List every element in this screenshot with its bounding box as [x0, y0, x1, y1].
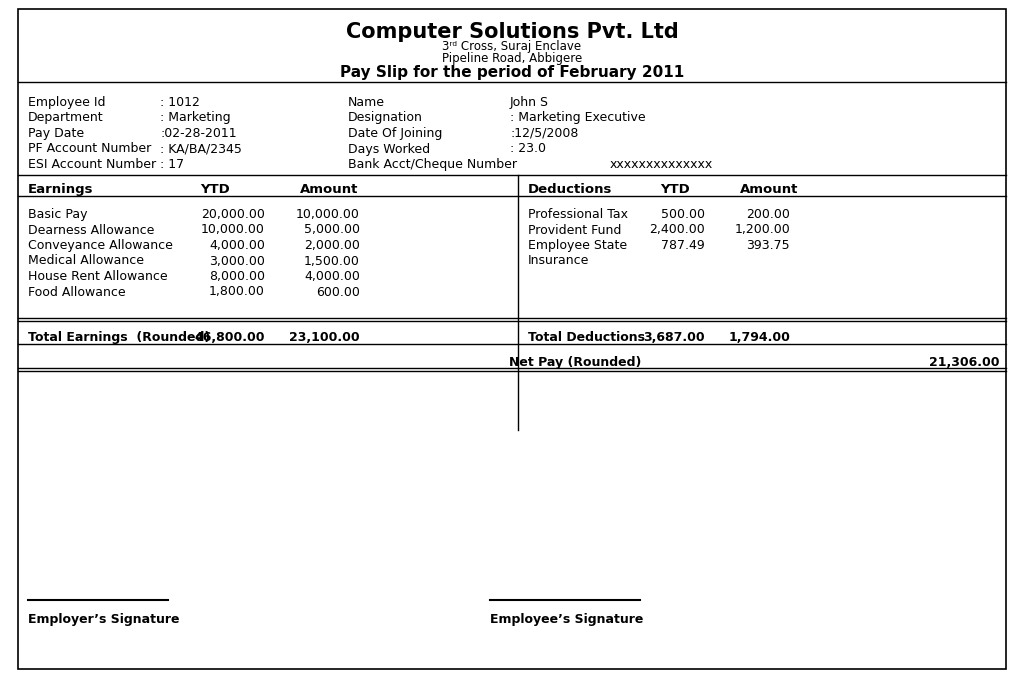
Text: YTD: YTD [200, 183, 229, 196]
Text: 2,400.00: 2,400.00 [649, 224, 705, 237]
Text: 1,800.00: 1,800.00 [209, 286, 265, 299]
Text: : Marketing Executive: : Marketing Executive [510, 111, 645, 125]
Text: Professional Tax: Professional Tax [528, 208, 628, 221]
Text: Employee Id: Employee Id [28, 96, 105, 109]
Text: : 1012: : 1012 [160, 96, 200, 109]
Text: Deductions: Deductions [528, 183, 612, 196]
Text: Medical Allowance: Medical Allowance [28, 255, 144, 268]
Text: Amount: Amount [740, 183, 799, 196]
Text: 1,200.00: 1,200.00 [734, 224, 790, 237]
Text: 46,800.00: 46,800.00 [195, 331, 265, 344]
Text: 5,000.00: 5,000.00 [304, 224, 360, 237]
Text: 10,000.00: 10,000.00 [201, 224, 265, 237]
Text: Department: Department [28, 111, 103, 125]
Text: Net Pay (Rounded): Net Pay (Rounded) [509, 356, 641, 369]
Text: 8,000.00: 8,000.00 [209, 270, 265, 283]
Text: 787.49: 787.49 [662, 239, 705, 252]
Text: 3,687.00: 3,687.00 [643, 331, 705, 344]
Text: 2,000.00: 2,000.00 [304, 239, 360, 252]
Text: PF Account Number: PF Account Number [28, 142, 152, 156]
Text: : KA/BA/2345: : KA/BA/2345 [160, 142, 242, 156]
Text: Conveyance Allowance: Conveyance Allowance [28, 239, 173, 252]
Text: :02-28-2011: :02-28-2011 [160, 127, 237, 140]
Text: 3,000.00: 3,000.00 [209, 255, 265, 268]
Text: Employee State: Employee State [528, 239, 627, 252]
Text: 393.75: 393.75 [746, 239, 790, 252]
Text: 600.00: 600.00 [316, 286, 360, 299]
Text: Insurance: Insurance [528, 255, 590, 268]
Text: Bank Acct/Cheque Number: Bank Acct/Cheque Number [348, 158, 517, 171]
Text: 4,000.00: 4,000.00 [304, 270, 360, 283]
Text: Computer Solutions Pvt. Ltd: Computer Solutions Pvt. Ltd [346, 22, 678, 42]
Text: House Rent Allowance: House Rent Allowance [28, 270, 168, 283]
Text: Provident Fund: Provident Fund [528, 224, 622, 237]
Text: 10,000.00: 10,000.00 [296, 208, 360, 221]
Text: Basic Pay: Basic Pay [28, 208, 87, 221]
Text: Days Worked: Days Worked [348, 142, 430, 156]
Text: Food Allowance: Food Allowance [28, 286, 126, 299]
Text: Name: Name [348, 96, 385, 109]
Text: xxxxxxxxxxxxxx: xxxxxxxxxxxxxx [610, 158, 714, 171]
Text: Pay Slip for the period of February 2011: Pay Slip for the period of February 2011 [340, 65, 684, 80]
Text: 3ʳᵈ Cross, Suraj Enclave: 3ʳᵈ Cross, Suraj Enclave [442, 40, 582, 53]
Text: ESI Account Number: ESI Account Number [28, 158, 156, 171]
Text: 4,000.00: 4,000.00 [209, 239, 265, 252]
Text: Date Of Joining: Date Of Joining [348, 127, 442, 140]
Text: Pipeline Road, Abbigere: Pipeline Road, Abbigere [442, 52, 582, 65]
Text: : Marketing: : Marketing [160, 111, 230, 125]
Text: Total Deductions: Total Deductions [528, 331, 645, 344]
Text: Earnings: Earnings [28, 183, 93, 196]
Text: 21,306.00: 21,306.00 [930, 356, 1000, 369]
Text: 20,000.00: 20,000.00 [201, 208, 265, 221]
Text: 200.00: 200.00 [746, 208, 790, 221]
Text: Employer’s Signature: Employer’s Signature [28, 613, 179, 626]
Text: John S: John S [510, 96, 549, 109]
Text: 23,100.00: 23,100.00 [290, 331, 360, 344]
Text: Designation: Designation [348, 111, 423, 125]
Text: Employee’s Signature: Employee’s Signature [490, 613, 643, 626]
Text: Pay Date: Pay Date [28, 127, 84, 140]
Text: : 23.0: : 23.0 [510, 142, 546, 156]
Text: Amount: Amount [300, 183, 358, 196]
Text: 1,794.00: 1,794.00 [728, 331, 790, 344]
Text: YTD: YTD [660, 183, 690, 196]
Text: Total Earnings  (Rounded): Total Earnings (Rounded) [28, 331, 210, 344]
Text: Dearness Allowance: Dearness Allowance [28, 224, 155, 237]
Text: 1,500.00: 1,500.00 [304, 255, 360, 268]
Text: 500.00: 500.00 [662, 208, 705, 221]
Text: : 17: : 17 [160, 158, 184, 171]
Text: :12/5/2008: :12/5/2008 [510, 127, 579, 140]
